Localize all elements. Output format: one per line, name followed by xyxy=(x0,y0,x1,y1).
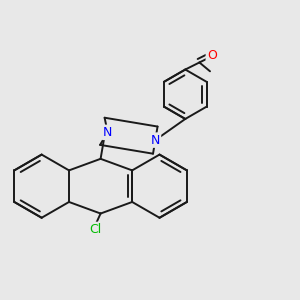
Text: O: O xyxy=(207,49,217,62)
Text: N: N xyxy=(151,134,160,147)
Text: Cl: Cl xyxy=(89,223,101,236)
Text: N: N xyxy=(103,126,112,139)
